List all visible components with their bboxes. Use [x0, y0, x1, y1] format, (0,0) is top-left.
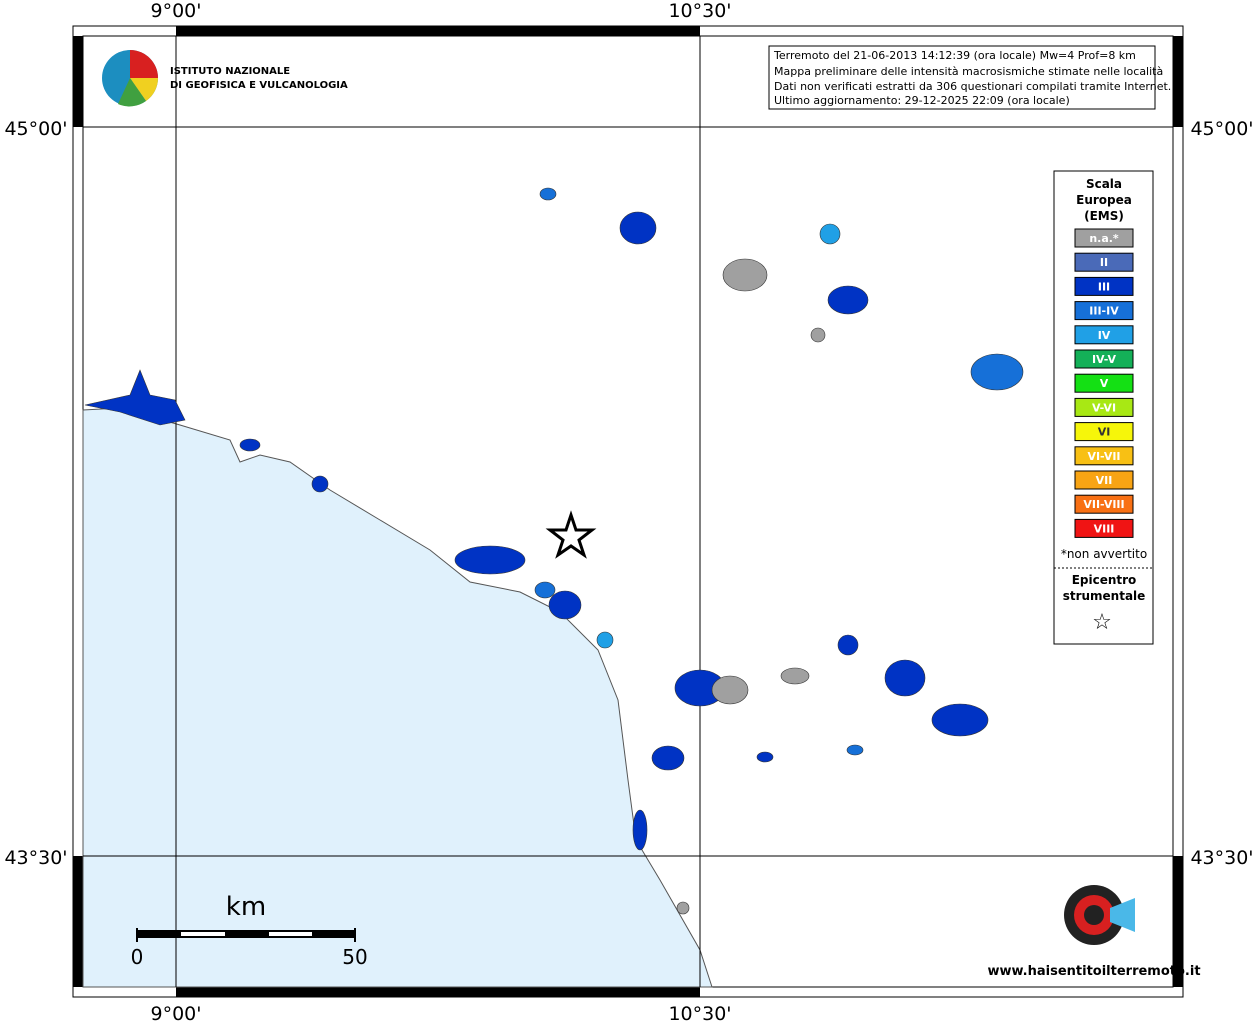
- logo-text: DI GEOFISICA E VULCANOLOGIA: [170, 80, 348, 91]
- legend-label: VI: [1098, 426, 1111, 439]
- scale-label: 0: [131, 945, 144, 969]
- legend-epicentre: Epicentro: [1072, 573, 1137, 587]
- legend-label: IV-V: [1092, 353, 1117, 366]
- legend: Scala Europea (EMS) *non avvertito Epice…: [1054, 177, 1153, 635]
- legend-epicentre: strumentale: [1063, 589, 1146, 603]
- frame-band: [176, 26, 700, 36]
- info-line: Dati non verificati estratti da 306 ques…: [774, 80, 1171, 93]
- legend-label: II: [1100, 256, 1108, 269]
- frame-band: [73, 36, 83, 127]
- axis-label: 45°00': [1190, 118, 1253, 140]
- legend-label: n.a.*: [1089, 232, 1119, 245]
- axis-label: 43°30': [4, 847, 67, 869]
- legend-label: III-IV: [1089, 305, 1119, 318]
- axis-label: 9°00': [151, 1003, 202, 1024]
- legend-label: V-VI: [1092, 401, 1116, 414]
- legend-swatch: [1074, 422, 1134, 442]
- info-box: [768, 45, 1156, 110]
- info-line: Mappa preliminare delle intensità macros…: [774, 65, 1163, 78]
- frame-band: [1173, 36, 1183, 127]
- axis-label: 10°30': [668, 0, 731, 22]
- scale-unit: km: [226, 892, 266, 922]
- legend-title: (EMS): [1084, 209, 1124, 223]
- legend-swatch: [1074, 518, 1134, 538]
- site-logo: www.haisentitoilterremoto.it: [987, 885, 1201, 979]
- scale-label: 50: [342, 945, 367, 969]
- legend-swatch: [1074, 446, 1134, 466]
- legend-swatch: [1074, 276, 1134, 296]
- site-url: www.haisentitoilterremoto.it: [987, 964, 1200, 979]
- frame-band: [176, 987, 700, 997]
- legend-swatch: [1074, 301, 1134, 321]
- legend-label: VI-VII: [1087, 450, 1120, 463]
- legend-label: VII-VIII: [1083, 498, 1124, 511]
- axis-label: 9°00': [151, 0, 202, 22]
- legend-label: V: [1100, 377, 1109, 390]
- legend-swatch: [1074, 470, 1134, 490]
- legend-label: III: [1098, 280, 1110, 293]
- legend-swatch: [1074, 494, 1134, 514]
- legend-title: Scala: [1086, 177, 1122, 191]
- legend-swatch: [1074, 228, 1134, 248]
- axis-label: 45°00': [4, 118, 67, 140]
- legend-title: Europea: [1076, 193, 1132, 207]
- legend-swatch: [1074, 325, 1134, 345]
- legend-label: VIII: [1094, 522, 1115, 535]
- legend-swatch: [1074, 252, 1134, 272]
- legend-label: VII: [1096, 474, 1113, 487]
- scale-bar: km 0 50: [131, 892, 368, 969]
- localities: [84, 187, 1024, 915]
- axis-label: 10°30': [668, 1003, 731, 1024]
- legend-note: *non avvertito: [1061, 547, 1147, 561]
- legend-swatch: [1074, 349, 1134, 369]
- info-line: Ultimo aggiornamento: 29-12-2025 22:09 (…: [774, 94, 1070, 107]
- legend-swatch: [1074, 373, 1134, 393]
- epicentre-star: [545, 510, 597, 559]
- legend-star: ☆: [1092, 610, 1112, 635]
- graticule: [83, 36, 1173, 987]
- logo-text: ISTITUTO NAZIONALE: [170, 66, 290, 77]
- legend-label: IV: [1098, 329, 1111, 342]
- info-line: Terremoto del 21-06-2013 14:12:39 (ora l…: [773, 49, 1136, 62]
- frame-band: [73, 856, 83, 987]
- ingv-logo: ISTITUTO NAZIONALE DI GEOFISICA E VULCAN…: [102, 50, 348, 107]
- sea: [82, 407, 713, 988]
- axis-label: 43°30': [1190, 847, 1253, 869]
- legend-swatch: [1074, 397, 1134, 417]
- frame-band: [1173, 856, 1183, 987]
